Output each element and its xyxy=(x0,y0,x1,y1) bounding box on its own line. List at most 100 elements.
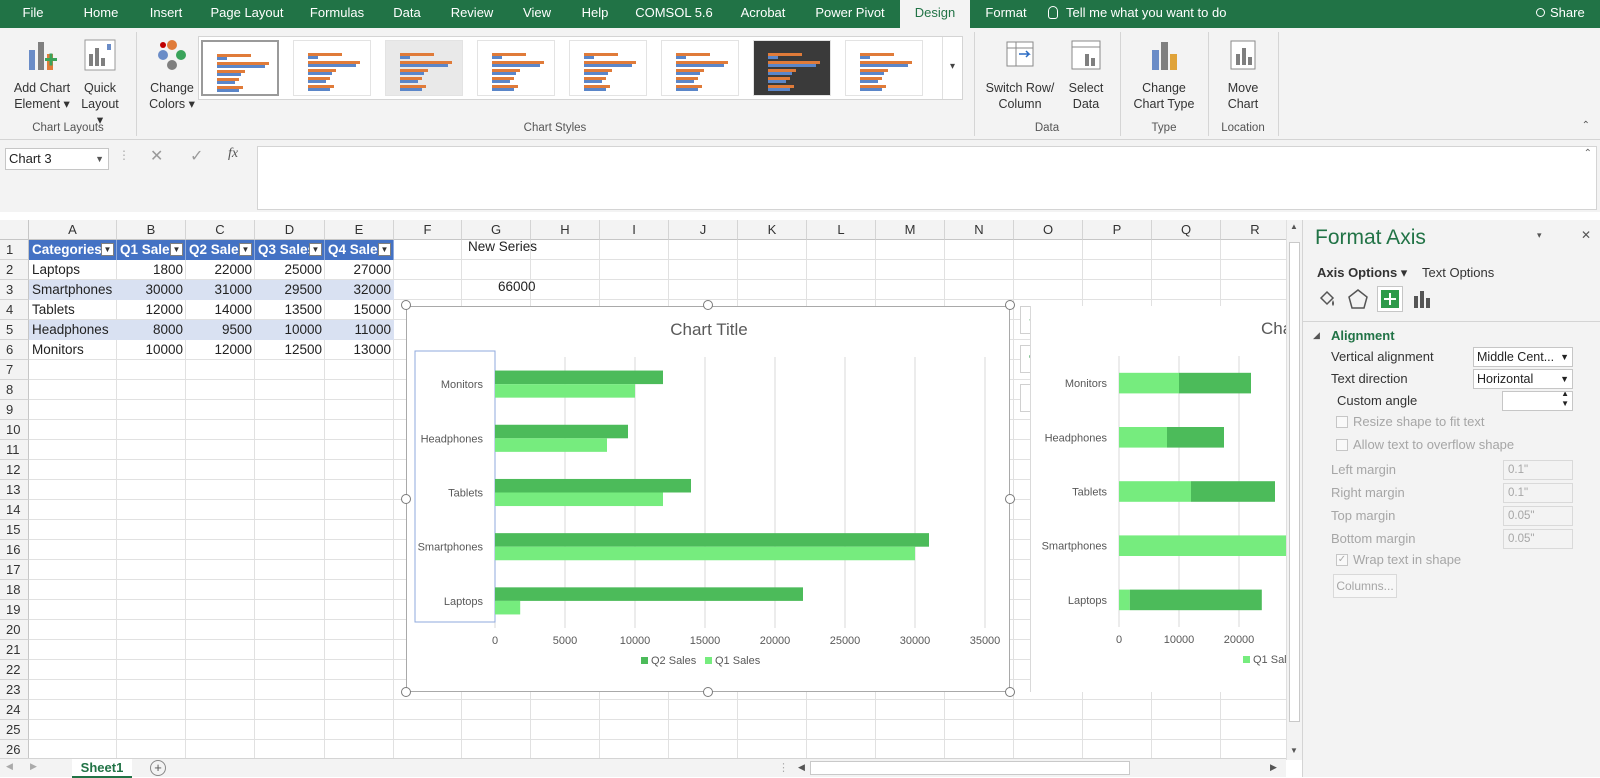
add-sheet-icon[interactable]: + xyxy=(150,760,166,776)
close-icon[interactable]: ✕ xyxy=(1581,228,1592,242)
row-header[interactable]: 25 xyxy=(0,720,29,740)
column-header[interactable]: N xyxy=(945,220,1014,240)
tab-view[interactable]: View xyxy=(523,5,551,20)
filter-dropdown-icon[interactable]: ▼ xyxy=(239,243,252,256)
column-header[interactable]: B xyxy=(117,220,186,240)
cell-g1[interactable]: New Series xyxy=(468,239,538,254)
column-header[interactable]: M xyxy=(876,220,945,240)
chart-selected[interactable]: Chart Title 0 5000 10000 15000 20000 25000 3000… xyxy=(406,306,1010,692)
prev-sheet-icon[interactable]: ◀ xyxy=(6,761,13,771)
column-header[interactable]: C xyxy=(186,220,255,240)
row-header[interactable]: 8 xyxy=(0,380,29,400)
column-header[interactable]: I xyxy=(600,220,669,240)
collapse-triangle-icon[interactable]: ◢ xyxy=(1313,330,1320,340)
row-header[interactable]: 24 xyxy=(0,700,29,720)
bar-q1-sales[interactable] xyxy=(495,546,915,561)
chart-2-title[interactable]: Cha xyxy=(1261,319,1286,338)
table-value-cell[interactable]: 12000 xyxy=(145,302,183,317)
table-value-cell[interactable]: 11000 xyxy=(325,320,394,340)
row-header[interactable]: 19 xyxy=(0,600,29,620)
formula-input[interactable] xyxy=(257,146,1597,210)
column-header[interactable]: E xyxy=(325,220,394,240)
next-sheet-icon[interactable]: ▶ xyxy=(30,761,37,771)
table-category-cell[interactable]: Tablets xyxy=(32,302,75,317)
resize-handle[interactable] xyxy=(401,300,411,310)
bar-q2-sales[interactable] xyxy=(495,424,628,439)
pane-options-icon[interactable]: ▾ xyxy=(1537,230,1542,240)
filter-dropdown-icon[interactable]: ▼ xyxy=(309,243,322,256)
table-value-cell[interactable]: 14000 xyxy=(214,302,252,317)
tab-help[interactable]: Help xyxy=(581,5,609,20)
column-header[interactable]: H xyxy=(531,220,600,240)
confirm-icon[interactable]: ✓ xyxy=(190,148,204,165)
stacked-bar-segment[interactable] xyxy=(1167,427,1224,448)
scroll-left-icon[interactable]: ◀ xyxy=(798,762,805,772)
bar-q1-sales[interactable] xyxy=(495,384,635,398)
columns-button[interactable]: Columns... xyxy=(1333,574,1397,598)
table-value-cell[interactable]: 12500 xyxy=(284,342,322,357)
chart-style-thumbnail[interactable] xyxy=(569,40,647,96)
chart-style-thumbnail[interactable] xyxy=(385,40,463,96)
bar-q1-sales[interactable] xyxy=(495,600,521,615)
chart-title[interactable]: Chart Title xyxy=(670,320,747,339)
vertical-scrollbar[interactable]: ▲ ▼ xyxy=(1286,220,1302,760)
tab-page-layout[interactable]: Page Layout xyxy=(210,5,284,20)
row-header[interactable]: 23 xyxy=(0,680,29,700)
stacked-bar-segment[interactable] xyxy=(1119,481,1191,502)
select-all-corner[interactable] xyxy=(0,220,29,240)
column-header[interactable]: F xyxy=(394,220,462,240)
scroll-down-icon[interactable]: ▼ xyxy=(1290,746,1298,755)
stacked-bar-segment[interactable] xyxy=(1119,427,1167,448)
resize-handle[interactable] xyxy=(401,494,411,504)
tab-comsol[interactable]: COMSOL 5.6 xyxy=(635,5,713,20)
stacked-bar-segment[interactable] xyxy=(1179,372,1251,394)
resize-shape-checkbox[interactable] xyxy=(1336,416,1348,428)
insert-function-icon[interactable]: fx xyxy=(228,146,239,161)
filter-dropdown-icon[interactable]: ▼ xyxy=(378,243,391,256)
filter-dropdown-icon[interactable]: ▼ xyxy=(170,243,183,256)
change-colors-button[interactable]: Change Colors ▾ xyxy=(144,38,200,112)
column-header[interactable]: L xyxy=(807,220,876,240)
column-header[interactable]: G xyxy=(462,220,531,240)
move-chart-button[interactable]: Move Chart xyxy=(1214,38,1272,112)
row-header[interactable]: 15 xyxy=(0,520,29,540)
resize-handle[interactable] xyxy=(1005,300,1015,310)
table-value-cell[interactable]: 29500 xyxy=(255,280,325,300)
table-header-cell[interactable]: Categories ▼ xyxy=(29,240,117,260)
stacked-bar-segment[interactable] xyxy=(1119,535,1286,556)
fill-line-icon[interactable] xyxy=(1317,288,1337,310)
stacked-bar-segment[interactable] xyxy=(1129,589,1262,611)
wrap-text-checkbox[interactable]: ✓ xyxy=(1336,554,1348,566)
chart-style-thumbnail[interactable] xyxy=(845,40,923,96)
axis-selection-box[interactable] xyxy=(414,350,496,623)
table-value-cell[interactable]: 13000 xyxy=(353,342,391,357)
change-chart-type-button[interactable]: Change Chart Type xyxy=(1126,38,1202,112)
effects-icon[interactable] xyxy=(1347,288,1369,310)
row-header[interactable]: 17 xyxy=(0,560,29,580)
table-value-cell[interactable]: 10000 xyxy=(255,320,325,340)
name-box[interactable]: Chart 3 ▼ xyxy=(5,148,109,170)
bar-q1-sales[interactable] xyxy=(495,492,663,507)
row-header[interactable]: 13 xyxy=(0,480,29,500)
table-value-cell[interactable]: 31000 xyxy=(186,280,255,300)
chart-style-thumbnail[interactable] xyxy=(661,40,739,96)
row-header[interactable]: 10 xyxy=(0,420,29,440)
tab-insert[interactable]: Insert xyxy=(149,5,183,20)
expand-formula-bar-icon[interactable]: ⌃ xyxy=(1583,148,1592,159)
sheet-tab-sheet1[interactable]: Sheet1 xyxy=(72,759,132,778)
chart-2[interactable]: Cha 0 10000 20000 Laptops Smartphones Tablets H… xyxy=(1030,306,1286,692)
row-header[interactable]: 4 xyxy=(0,300,29,320)
table-header-cell[interactable]: Q2 Sales ▼ xyxy=(186,240,255,260)
select-data-button[interactable]: Select Data xyxy=(1062,38,1110,112)
switch-row-column-button[interactable]: Switch Row/ Column xyxy=(980,38,1060,112)
table-category-cell[interactable]: Monitors xyxy=(32,342,84,357)
section-alignment[interactable]: Alignment xyxy=(1331,328,1395,343)
cell-g3[interactable]: 66000 xyxy=(498,279,536,294)
chart-style-thumbnail[interactable] xyxy=(477,40,555,96)
bar-q2-sales[interactable] xyxy=(495,370,663,385)
text-direction-select[interactable]: Horizontal ▼ xyxy=(1473,369,1573,389)
row-header[interactable]: 22 xyxy=(0,660,29,680)
right-margin-input[interactable]: 0.1" xyxy=(1503,483,1573,503)
row-header[interactable]: 26 xyxy=(0,740,29,760)
resize-handle[interactable] xyxy=(1005,494,1015,504)
